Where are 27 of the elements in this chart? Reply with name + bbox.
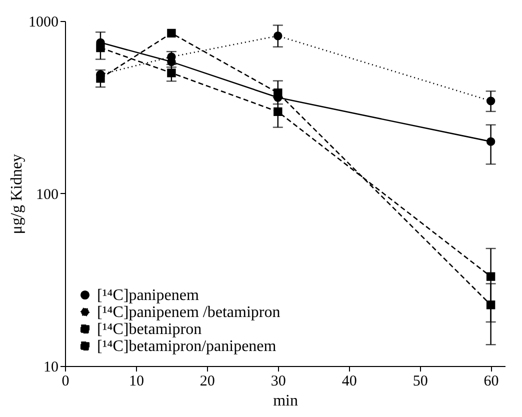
- y-axis-title: μg/g Kidney: [8, 154, 26, 234]
- y-tick-label: 1000: [28, 14, 58, 30]
- y-tick-label: 100: [36, 187, 58, 203]
- point: [486, 300, 496, 310]
- y-tick-label: 10: [44, 360, 58, 376]
- legend-label: [¹⁴C]betamipron: [97, 321, 202, 338]
- legend-label: [¹⁴C]panipenem: [97, 287, 200, 304]
- legend-label: [¹⁴C]betamipron/panipenem: [97, 338, 277, 355]
- x-tick-label: 0: [62, 374, 70, 390]
- point: [274, 107, 282, 116]
- x-tick-label: 60: [484, 374, 499, 390]
- point: [486, 137, 496, 146]
- point: [274, 32, 282, 40]
- x-tick-label: 10: [128, 374, 144, 390]
- x-tick-label: 30: [270, 374, 286, 390]
- x-tick-label: 50: [412, 374, 428, 390]
- legend-label: [¹⁴C]panipenem /betamipron: [97, 304, 280, 321]
- x-tick-label: 20: [200, 374, 215, 390]
- x-axis-title: min: [273, 392, 298, 410]
- point: [96, 43, 105, 52]
- point: [274, 88, 282, 98]
- point: [486, 96, 496, 106]
- point: [486, 272, 496, 281]
- x-tick-label: 40: [342, 374, 357, 390]
- point: [167, 28, 176, 38]
- point: [167, 68, 176, 78]
- point: [96, 74, 105, 83]
